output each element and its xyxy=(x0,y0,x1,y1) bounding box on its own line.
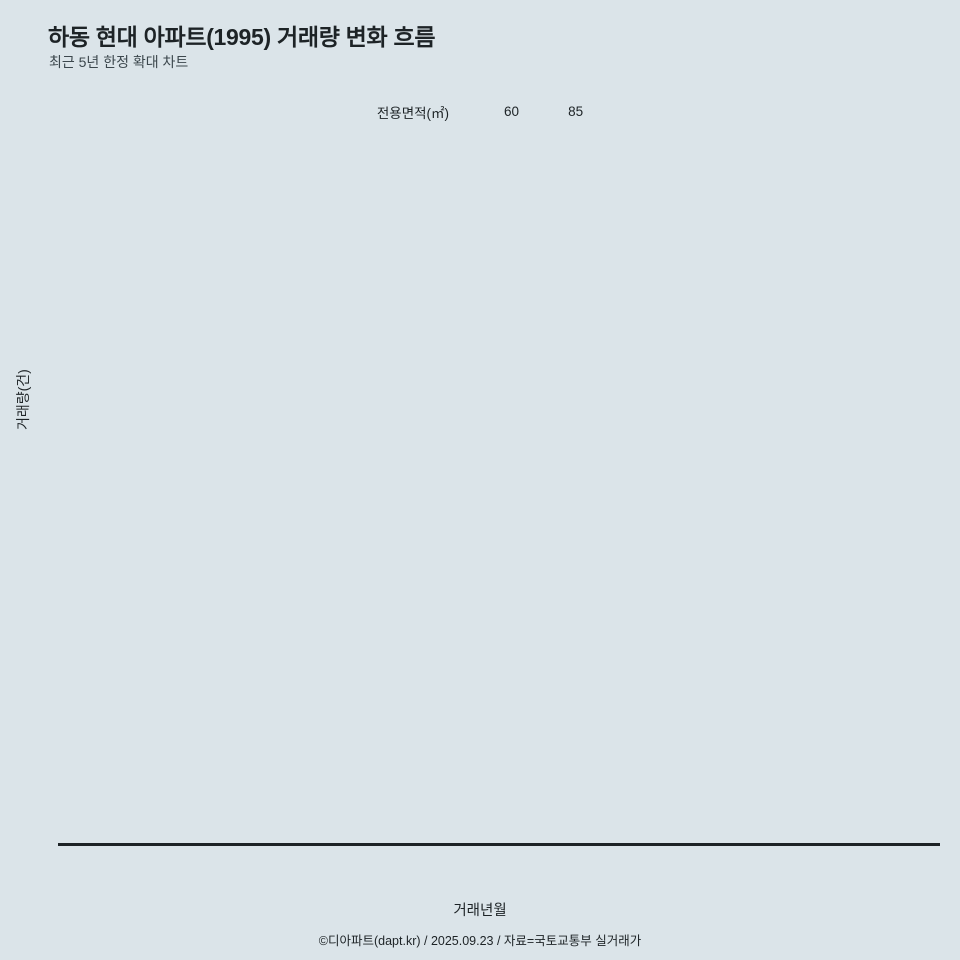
page-subtitle: 최근 5년 한정 확대 차트 xyxy=(49,54,189,70)
legend-item-85[interactable]: 85 xyxy=(532,99,583,124)
legend-swatch-85 xyxy=(532,99,557,124)
plot-background xyxy=(58,211,940,823)
legend-label-85: 85 xyxy=(568,104,584,119)
chart-legend: 전용면적(㎡) 60 85 xyxy=(0,99,960,124)
legend-title: 전용면적(㎡) xyxy=(376,105,450,121)
footer-credit: ©디아파트(dapt.kr) / 2025.09.23 / 자료=국토교통부 실… xyxy=(318,934,642,948)
x-axis-label: 거래년월 xyxy=(453,903,507,919)
legend-item-60[interactable]: 60 xyxy=(468,99,519,124)
legend-swatch-60 xyxy=(468,99,493,124)
x-axis xyxy=(58,843,940,846)
page-title: 하동 현대 아파트(1995) 거래량 변화 흐름 xyxy=(48,24,436,50)
y-axis-label: 거래량(건) xyxy=(15,369,31,430)
plot-area xyxy=(58,211,940,823)
legend-label-60: 60 xyxy=(504,104,520,119)
